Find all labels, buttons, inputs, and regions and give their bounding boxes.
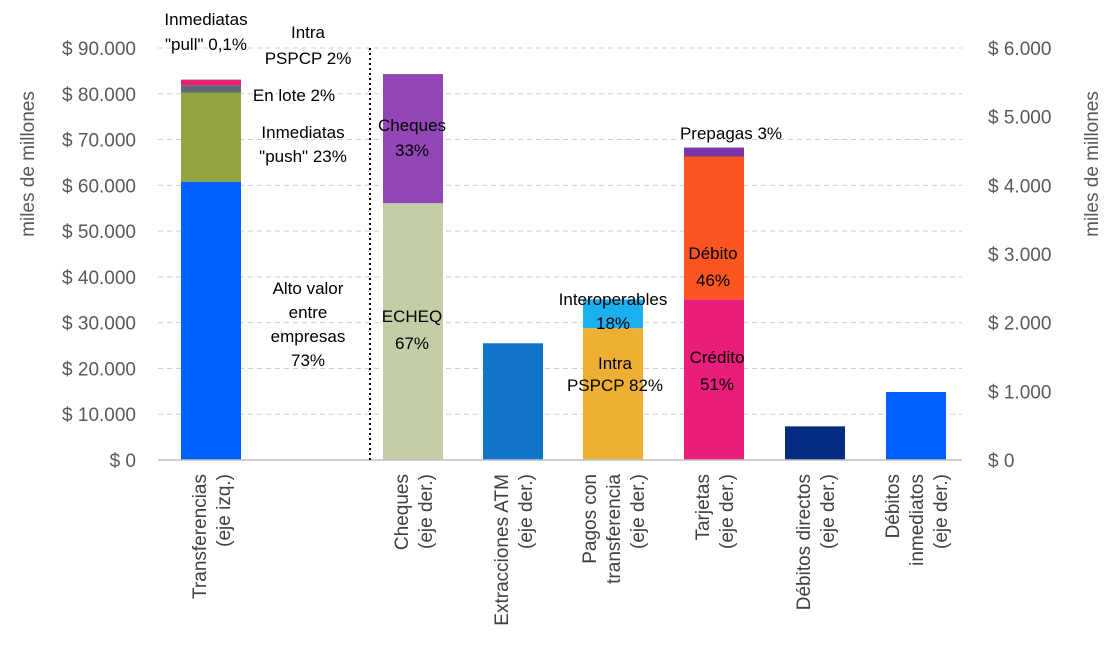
segment-label-line: entre <box>289 303 328 322</box>
right-axis-tick-label: $ 4.000 <box>988 176 1051 197</box>
left-axis-tick-label: $ 60.000 <box>62 176 136 197</box>
segment-label-line: Débito <box>688 244 737 263</box>
segment-label-line: empresas <box>271 327 346 346</box>
segment-label-line: Crédito <box>690 348 745 367</box>
bar-segment-debitos-inmediatos <box>886 392 946 460</box>
bar-segment-alto-valor <box>181 181 241 460</box>
left-axis-tick-label: $ 40.000 <box>62 268 136 289</box>
category-label-line: Débitos <box>883 474 904 538</box>
segment-label-line: ECHEQ <box>382 307 442 326</box>
bar-segment-interoperables <box>583 299 643 329</box>
segment-label-line: Alto valor <box>273 279 344 298</box>
category-label-line: inmediatos <box>907 474 928 566</box>
category-label-transferencias: Transferencias (eje izq.) <box>190 474 235 599</box>
segment-label-echeq: ECHEQ 67% <box>382 307 442 353</box>
left-axis-tick-label: $ 0 <box>110 451 136 472</box>
category-label-line: Débitos directos <box>794 474 815 610</box>
category-label-line: Extracciones ATM <box>492 474 513 626</box>
segment-label-line: Cheques <box>378 116 446 135</box>
category-label-line: (eje der.) <box>416 474 437 549</box>
segment-label-line: 33% <box>395 141 429 160</box>
segment-label-inmediatas-pull: Inmediatas "pull" 0,1% <box>164 10 247 54</box>
right-axis-title: miles de millones <box>1082 91 1103 237</box>
segment-label-line: "pull" 0,1% <box>165 35 247 54</box>
segment-label-line: Inmediatas <box>261 123 344 142</box>
bar-segment-cheques-papel <box>383 74 443 204</box>
category-label-line: (eje der.) <box>931 474 952 549</box>
left-axis-tick-label: $ 80.000 <box>62 85 136 106</box>
segment-label-line: Intra <box>598 354 633 373</box>
category-label-line: (eje der.) <box>717 474 738 549</box>
bar-segment-debitos-directos <box>785 426 845 460</box>
category-label-line: (eje der.) <box>818 474 839 549</box>
segment-label-en-lote: En lote 2% <box>253 86 335 105</box>
category-label-debitos-directos: Débitos directos (eje der.) <box>794 474 839 610</box>
category-label-tarjetas: Tarjetas (eje der.) <box>693 474 738 549</box>
left-axis-tick-label: $ 10.000 <box>62 405 136 426</box>
segment-label-line: 51% <box>700 375 734 394</box>
segment-label-line: PSPCP 2% <box>265 49 352 68</box>
right-axis-tick-label: $ 1.000 <box>988 382 1051 403</box>
category-label-line: Tarjetas <box>693 474 714 541</box>
category-label-line: (eje der.) <box>516 474 537 549</box>
category-label-extracciones-atm: Extracciones ATM (eje der.) <box>492 474 537 626</box>
right-axis-tick-label: $ 2.000 <box>988 314 1051 335</box>
segment-label-line: Inmediatas <box>164 10 247 29</box>
bar-segment-en-lote <box>181 85 241 93</box>
left-axis-title: miles de millones <box>18 91 39 237</box>
segment-label-line: En lote 2% <box>253 86 335 105</box>
segment-label-line: "push" 23% <box>259 147 347 166</box>
segment-label-pagos-intra-pspcp: Intra PSPCP 82% <box>567 354 663 395</box>
bar-segment-credito <box>684 299 744 460</box>
segment-label-debito: Débito 46% <box>688 244 737 290</box>
left-axis-tick-label: $ 30.000 <box>62 314 136 335</box>
segment-label-line: Prepagas 3% <box>680 124 782 143</box>
left-axis-tick-label: $ 70.000 <box>62 131 136 152</box>
left-axis-tick-label: $ 90.000 <box>62 39 136 60</box>
left-axis-tick-label: $ 20.000 <box>62 359 136 380</box>
category-label-cheques: Cheques (eje der.) <box>392 474 437 550</box>
segment-label-line: PSPCP 82% <box>567 376 663 395</box>
bar-segment-inmediatas-push <box>181 92 241 182</box>
segment-label-inmediatas-push: Inmediatas "push" 23% <box>259 123 347 166</box>
segment-labels: Alto valor entre empresas 73% Inmediatas "pus… <box>164 10 782 395</box>
category-label-line: Cheques <box>392 474 413 550</box>
bar-segment-intra-pspcp <box>181 80 241 86</box>
category-labels: Transferencias (eje izq.) Cheques (eje der.… <box>190 474 952 626</box>
right-axis-tick-label: $ 5.000 <box>988 108 1051 129</box>
segment-label-intra-pspcp: Intra PSPCP 2% <box>265 23 352 68</box>
bars <box>181 74 946 461</box>
left-axis-tick-label: $ 50.000 <box>62 222 136 243</box>
segment-label-interoperables: Interoperables 18% <box>559 290 668 333</box>
category-label-line: (eje der.) <box>628 474 649 549</box>
category-label-line: transferencia <box>604 474 625 584</box>
segment-label-prepagas: Prepagas 3% <box>680 124 782 143</box>
segment-label-credito: Crédito 51% <box>690 348 745 394</box>
right-axis-tick-label: $ 3.000 <box>988 245 1051 266</box>
segment-label-line: 67% <box>395 334 429 353</box>
segment-label-line: 46% <box>696 271 730 290</box>
segment-label-alto-valor: Alto valor entre empresas 73% <box>271 279 346 370</box>
right-axis-tick-label: $ 0 <box>988 451 1014 472</box>
bar-segment-atm <box>483 343 543 460</box>
axes: $ 0 $ 10.000 $ 20.000 $ 30.000 $ 40.000 $ 50.… <box>18 39 1103 472</box>
gridlines <box>158 47 962 415</box>
right-axis-tick-label: $ 6.000 <box>988 39 1051 60</box>
segment-label-line: Intra <box>291 23 326 42</box>
segment-label-line: 73% <box>291 351 325 370</box>
category-label-pagos-transferencia: Pagos con transferencia (eje der.) <box>580 474 649 584</box>
category-label-line: Transferencias <box>190 474 211 599</box>
bar-segment-debito <box>684 156 744 300</box>
category-label-line: (eje izq.) <box>214 474 235 547</box>
segment-label-cheques-papel: Cheques 33% <box>378 116 446 160</box>
category-label-line: Pagos con <box>580 474 601 564</box>
bar-segment-prepagas <box>684 147 744 157</box>
bar-segment-pagos-intra-pspcp <box>583 328 643 460</box>
segment-label-line: Interoperables <box>559 290 668 309</box>
bar-segment-echeq <box>383 203 443 461</box>
category-label-debitos-inmediatos: Débitos inmediatos (eje der.) <box>883 474 952 566</box>
segment-label-line: 18% <box>596 314 630 333</box>
